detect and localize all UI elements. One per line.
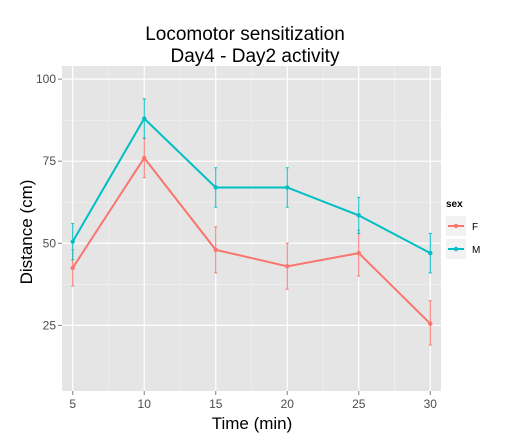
series-line-m	[71, 116, 431, 254]
y-tick-label: 50	[43, 236, 57, 250]
y-tick-label: 25	[43, 318, 57, 332]
data-point-f	[428, 321, 433, 326]
data-point-m	[70, 239, 75, 244]
legend-title: sex	[446, 199, 463, 210]
x-tick-label: 20	[281, 397, 295, 411]
y-tick-label: 75	[43, 154, 57, 168]
data-point-f	[70, 265, 75, 271]
x-tick-label: 25	[352, 397, 366, 411]
data-point-m	[285, 185, 290, 190]
legend-label-m: M	[472, 245, 480, 256]
chart-title-line-2: Day4 - Day2 activity	[171, 46, 340, 67]
x-tick-label: 30	[424, 397, 438, 411]
x-tick-label: 5	[69, 397, 76, 411]
legend-label-f: F	[472, 222, 478, 233]
x-tick-label: 10	[138, 397, 152, 411]
data-point-f	[356, 250, 361, 256]
series-line-f	[71, 156, 432, 325]
y-tick-label: 100	[36, 72, 56, 86]
data-point-m	[356, 213, 361, 218]
y-axis-title: Distance (cm)	[17, 180, 36, 285]
legend-key-point-f	[453, 223, 459, 229]
data-point-f	[213, 247, 218, 253]
data-point-m	[142, 116, 147, 121]
chart-title-line-1: Locomotor sensitization	[145, 24, 345, 45]
data-point-m	[213, 185, 218, 190]
data-point-m	[428, 250, 433, 256]
legend: sex F M	[446, 199, 480, 259]
plot-area: 25 50 75 100 5 10 15 20 25 30	[36, 66, 441, 411]
data-point-f	[142, 155, 147, 161]
x-axis-title: Time (min)	[212, 414, 293, 433]
legend-key-point-m	[453, 246, 459, 252]
x-tick-label: 15	[209, 397, 223, 411]
data-point-f	[285, 264, 290, 269]
